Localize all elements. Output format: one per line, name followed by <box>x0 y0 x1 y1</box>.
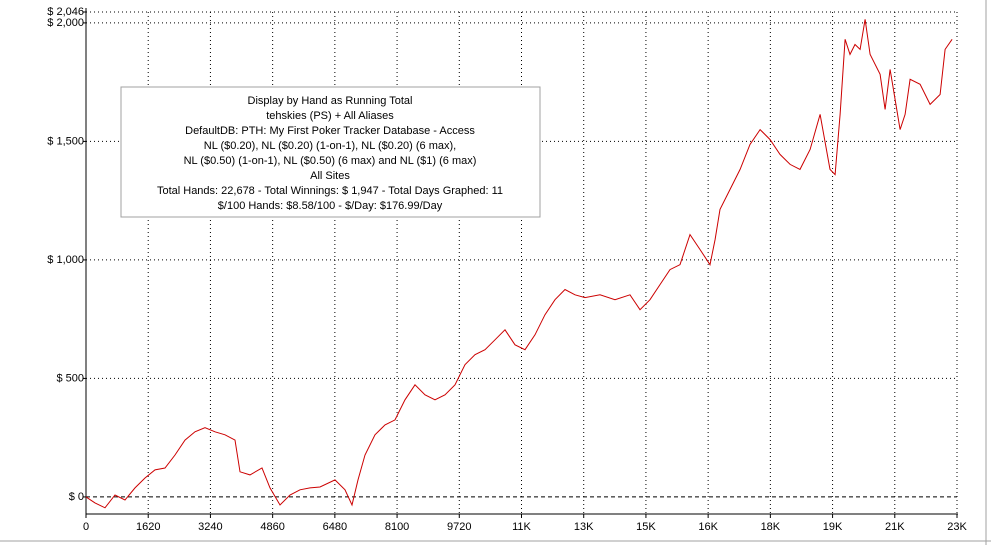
x-tick-label: 16K <box>698 521 718 533</box>
y-tick-label: $ 0 <box>69 491 84 503</box>
plot <box>85 19 953 509</box>
axes: $ 0 $ 500 $ 1,000 $ 1,500 $ 2,000$ 2,046 0 162… <box>47 6 967 533</box>
y-tick-label: $ 500 <box>56 372 84 384</box>
x-tick-label: 15K <box>636 521 656 533</box>
info-line: Display by Hand as Running Total <box>248 95 413 107</box>
info-line: NL ($0.20), NL ($0.20) (1-on-1), NL ($0.… <box>204 140 456 152</box>
x-tick-label: 13K <box>574 521 594 533</box>
x-tick-label: 23K <box>947 521 967 533</box>
x-tick-label: 3240 <box>198 521 222 533</box>
info-line: NL ($0.50) (1-on-1), NL ($0.50) (6 max) … <box>184 155 477 167</box>
info-box <box>120 86 541 218</box>
x-tick-label: 21K <box>885 521 905 533</box>
y-tick-label: $ 2,046 <box>47 6 84 18</box>
x-tick-label: 0 <box>83 521 89 533</box>
info-text: Display by Hand as Running Total tehskies… <box>157 95 503 212</box>
x-tick-label: 19K <box>823 521 843 533</box>
info-line: tehskies (PS) + All Aliases <box>266 110 394 122</box>
info-line: All Sites <box>310 170 350 182</box>
info-line: $/100 Hands: $8.58/100 - $/Day: $176.99/… <box>218 200 443 212</box>
grid <box>86 11 958 514</box>
info-line: Total Hands: 22,678 - Total Winnings: $ … <box>157 185 503 197</box>
y-tick-label: $ 1,000 <box>47 254 84 266</box>
x-tick-label: 11K <box>512 521 531 533</box>
winnings-line <box>85 19 953 509</box>
info-line: DefaultDB: PTH: My First Poker Tracker D… <box>185 125 475 137</box>
x-tick-label: 9720 <box>447 521 471 533</box>
y-tick-label: $ 2,000 <box>47 17 84 29</box>
y-tick-label: $ 1,500 <box>47 135 84 147</box>
x-tick-label: 4860 <box>260 521 284 533</box>
x-tick-label: 18K <box>761 521 781 533</box>
x-tick-label: 8100 <box>385 521 409 533</box>
x-tick-label: 6480 <box>323 521 347 533</box>
x-tick-label: 1620 <box>136 521 160 533</box>
